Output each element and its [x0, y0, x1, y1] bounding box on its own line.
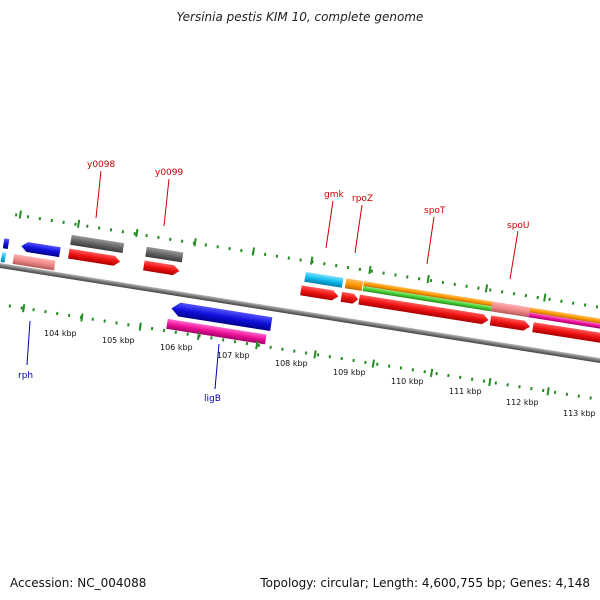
gene-spoU-red	[489, 315, 531, 331]
gene-label-spoU[interactable]: spoU	[507, 221, 530, 231]
gene-ligB-blue	[171, 302, 273, 332]
gene-ligB-pink	[166, 318, 267, 345]
major-tick	[76, 219, 81, 228]
major-tick	[368, 265, 372, 275]
tick-labels: 104 kbp 105 kbp 106 kbp 107 kbp 108 kbp …	[44, 329, 596, 418]
accession-text: Accession: NC_004088	[10, 576, 147, 590]
tick-label: 108 kbp	[275, 359, 308, 368]
leader-line-rpoZ	[354, 204, 363, 254]
major-tick	[543, 293, 547, 302]
minor-ticks	[0, 302, 600, 403]
genome-summary-text: Topology: circular; Length: 4,600,755 bp…	[260, 576, 590, 590]
tick-label: 112 kbp	[506, 398, 539, 407]
genome-backbone	[0, 259, 600, 369]
gene-labels: y0098 y0099 gmk rpoZ spoT spoU rph ligB	[18, 160, 530, 404]
major-tick	[488, 377, 492, 387]
gene-spoU-pink	[528, 312, 600, 330]
gene-salmon-left	[12, 254, 56, 271]
gene-rpoZ-red	[340, 291, 359, 304]
gene-label-spoT[interactable]: spoT	[424, 206, 446, 216]
gene-spoU-orange	[529, 307, 600, 325]
genome-track	[0, 210, 600, 403]
gene-label-ligB[interactable]: ligB	[204, 394, 221, 404]
gene-y0098-red	[68, 248, 121, 266]
gene-blue-left	[2, 238, 10, 250]
tick-label: 111 kbp	[449, 387, 482, 396]
gene-spoT-red	[358, 294, 489, 325]
gene-spoU-salmon	[490, 301, 531, 318]
gene-blue-2	[21, 242, 61, 258]
gene-y0099-red	[143, 260, 180, 276]
leader-line-y0098	[95, 170, 102, 219]
leader-line-spoU	[509, 230, 519, 280]
map-title: Yersinia pestis KIM 10, complete genome	[176, 10, 424, 24]
forward-strand-genes	[0, 234, 600, 344]
tick-label: 105 kbp	[102, 336, 135, 345]
gene-spoT-green	[362, 286, 492, 312]
gene-label-gmk[interactable]: gmk	[324, 190, 344, 200]
reverse-strand-genes	[166, 302, 273, 345]
tick-label: 109 kbp	[333, 368, 366, 377]
minor-ticks	[8, 212, 600, 313]
major-tick	[313, 350, 317, 359]
gene-red-far-right	[532, 322, 600, 344]
leader-line-ligB	[214, 343, 220, 390]
leader-line-spoT	[426, 216, 435, 265]
gene-label-leaders	[26, 170, 519, 390]
tick-label: 106 kbp	[160, 343, 193, 352]
gene-label-y0098[interactable]: y0098	[87, 160, 116, 170]
tick-label: 113 kbp	[563, 409, 596, 418]
major-tick	[22, 304, 26, 313]
gene-rpoZ-orange	[344, 278, 364, 291]
gene-gmk-cyan	[304, 271, 344, 288]
major-tick	[18, 210, 22, 219]
leader-line-rph	[26, 320, 31, 366]
major-tick	[371, 359, 375, 368]
leader-line-y0099	[163, 178, 170, 227]
major-tick	[426, 275, 430, 284]
upper-tick-row	[8, 210, 600, 313]
major-tick	[429, 368, 434, 377]
gene-label-rph[interactable]: rph	[18, 371, 33, 381]
gene-cyan-left	[0, 252, 7, 263]
gene-label-rpoZ[interactable]: rpoZ	[352, 194, 373, 204]
tick-label: 107 kbp	[217, 351, 250, 360]
lower-tick-row	[0, 302, 600, 403]
major-tick	[255, 341, 259, 350]
major-tick	[546, 387, 550, 396]
tick-label: 104 kbp	[44, 329, 77, 338]
gene-gmk-red	[300, 285, 339, 301]
gene-y0099-gray	[145, 246, 184, 263]
gene-spoT-orange	[363, 281, 493, 307]
tick-label: 110 kbp	[391, 377, 424, 386]
major-tick	[484, 284, 489, 293]
major-tick	[135, 228, 139, 238]
gene-y0098-gray	[70, 234, 125, 254]
leader-line-gmk	[325, 200, 334, 249]
gene-label-y0099[interactable]: y0099	[155, 168, 184, 178]
